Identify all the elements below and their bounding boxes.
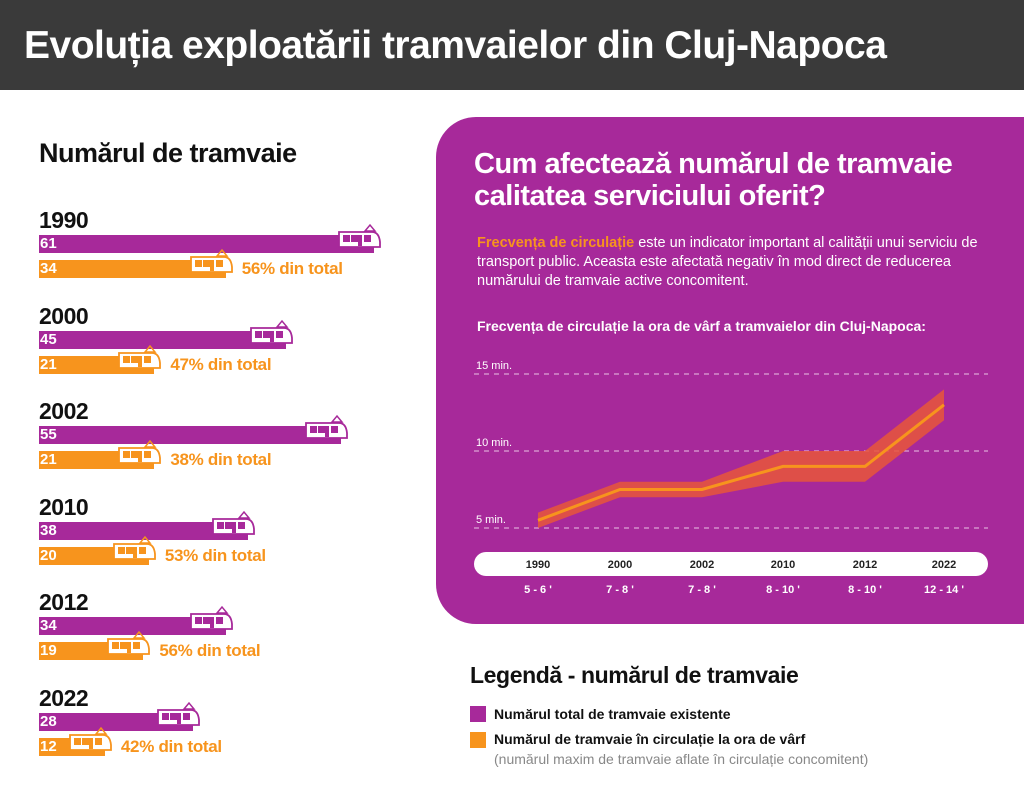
total-value: 45	[40, 330, 57, 348]
x-tick-label: 2012	[853, 559, 877, 571]
frequency-range-band	[538, 389, 944, 528]
header-bar: Evoluția exploatării tramvaielor din Clu…	[0, 0, 1024, 90]
year-label: 2002	[39, 398, 89, 424]
range-label: 7 - 8 '	[606, 584, 634, 596]
tram-icon	[211, 510, 255, 538]
percent-label: 42% din total	[120, 736, 222, 756]
total-bar: 38	[39, 521, 248, 540]
active-bar: 34	[39, 260, 226, 278]
active-value: 34	[40, 260, 57, 277]
tram-icon	[189, 605, 233, 634]
panel-title: Cum afectează numărul de tramvaie calita…	[474, 148, 953, 212]
total-value: 28	[40, 712, 57, 730]
active-value: 12	[40, 737, 57, 755]
x-axis-pill	[474, 552, 988, 576]
range-label: 12 - 14 '	[924, 584, 964, 596]
total-bar: 55	[39, 426, 342, 444]
description-text: este un indicator important al calității…	[477, 235, 978, 289]
x-tick-label: 2022	[932, 559, 956, 571]
active-value: 21	[40, 451, 57, 468]
total-bar: 28	[39, 712, 193, 731]
legend-label-total: Numărul total de tramvaie existente	[494, 706, 731, 722]
year-label: 2010	[39, 493, 89, 520]
year-label: 1990	[39, 207, 89, 233]
frequency-chart: 5 min. 10 min. 15 min. 1990 5 - 6 ' 2000 7 - 8…	[474, 360, 988, 596]
active-value: 19	[40, 642, 57, 659]
active-value: 21	[40, 355, 57, 373]
total-value: 34	[40, 617, 57, 634]
tram-icon	[250, 319, 294, 347]
x-tick-label: 2010	[771, 559, 795, 571]
total-bar: 61	[39, 235, 374, 253]
legend-label-active: Numărul de tramvaie în circulație la ora…	[494, 731, 806, 747]
highlight-term: Frecvența de circulație	[477, 235, 635, 251]
tram-icon	[305, 414, 348, 443]
year-label: 2012	[39, 589, 89, 615]
total-value: 38	[40, 521, 57, 539]
x-tick-label: 2002	[690, 559, 714, 571]
frequency-chart-title: Frecvența de circulație la ora de vârf a…	[477, 318, 926, 334]
x-tick-label: 2000	[608, 559, 632, 571]
year-label: 2022	[39, 684, 89, 711]
tram-icon	[107, 630, 151, 659]
y-tick-label: 10 min.	[476, 437, 512, 449]
panel-description: Frecvența de circulație este un indicato…	[477, 234, 997, 291]
legend-swatch-active	[470, 732, 486, 748]
percent-label: 56% din total	[159, 641, 261, 660]
frequency-panel	[436, 117, 1024, 624]
y-tick-label: 15 min.	[476, 360, 512, 372]
tram-icon	[112, 535, 156, 563]
x-tick-label: 1990	[526, 559, 550, 571]
legend-sublabel-active: (numărul maxim de tramvaie aflate în cir…	[494, 751, 869, 767]
legend-swatch-total	[470, 706, 486, 722]
year-label: 2000	[39, 302, 89, 329]
percent-label: 47% din total	[170, 354, 272, 374]
tram-icon	[156, 701, 200, 729]
tram-count-title: Numărul de tramvaie	[39, 138, 297, 168]
percent-label: 53% din total	[164, 545, 266, 565]
range-label: 8 - 10 '	[766, 584, 800, 596]
legend-title: Legendă - numărul de tramvaie	[470, 662, 799, 688]
tram-icon	[189, 248, 233, 277]
percent-label: 38% din total	[170, 450, 272, 469]
page-title: Evoluția exploatării tramvaielor din Clu…	[24, 24, 887, 67]
tram-icon	[338, 223, 381, 252]
tram-icon	[68, 726, 112, 754]
range-label: 5 - 6 '	[524, 584, 552, 596]
range-label: 8 - 10 '	[848, 584, 882, 596]
total-bar: 34	[39, 617, 226, 635]
y-tick-label: 5 min.	[476, 514, 506, 526]
tram-icon	[118, 344, 162, 372]
range-label: 7 - 8 '	[688, 584, 716, 596]
total-bar: 45	[39, 330, 287, 349]
tram-icon	[118, 439, 162, 468]
total-value: 55	[40, 426, 57, 443]
active-value: 20	[40, 546, 57, 564]
percent-label: 56% din total	[241, 259, 343, 278]
total-value: 61	[40, 235, 57, 252]
frequency-mid-line	[537, 403, 945, 522]
